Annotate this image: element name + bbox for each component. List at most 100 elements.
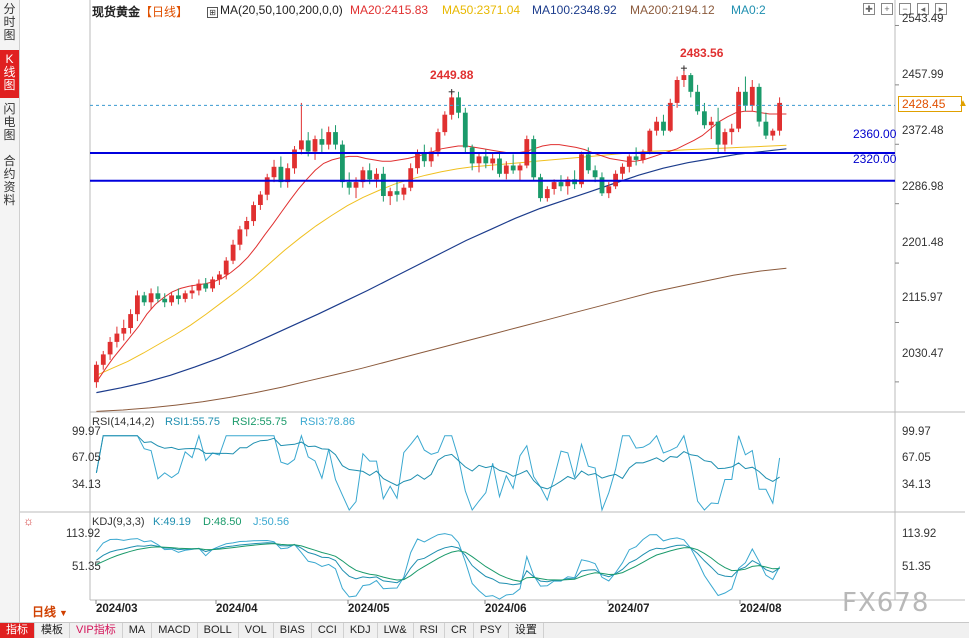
candle-body (695, 91, 700, 112)
tab-kline[interactable]: K线图 (0, 50, 19, 98)
candle-body (531, 139, 537, 178)
candle-body (408, 168, 414, 188)
candle-body (394, 191, 400, 195)
template-tab[interactable]: 模板 (35, 623, 70, 638)
chart-area[interactable]: 现货黄金【日线】 ⊞ MA(20,50,100,200,0,0) MA20:241… (20, 0, 969, 622)
period-label: 【日线】 (140, 5, 189, 19)
candle-body (538, 177, 543, 199)
tab-flash[interactable]: 闪电图 (3, 102, 16, 142)
rsi-tab[interactable]: RSI (414, 623, 445, 638)
candle-body (374, 173, 379, 180)
candle-body (121, 328, 127, 334)
candle-body (688, 75, 694, 92)
x-axis-label: 2024/08 (740, 603, 782, 615)
y-axis-label: 2201.48 (902, 237, 944, 249)
candle-body (237, 229, 243, 245)
price-arrow-icon: ▲ (958, 98, 968, 109)
candle-body (667, 102, 673, 131)
candle-body (278, 166, 284, 183)
zoom-out-icon[interactable]: − (899, 3, 911, 15)
period-selector[interactable]: 日线 ▼ (20, 605, 90, 620)
kdj-k-line (96, 542, 780, 586)
psy-tab[interactable]: PSY (474, 623, 509, 638)
candle-body (763, 121, 769, 136)
candle-body (148, 293, 154, 303)
indicator-tab[interactable]: 指标 (0, 623, 35, 638)
candle-body (258, 194, 263, 205)
move-left-icon[interactable]: ◂ (917, 3, 929, 15)
candle-body (654, 121, 659, 131)
candle-body (203, 283, 209, 289)
candle-body (367, 170, 373, 180)
kdj-d-value: D:48.50 (203, 516, 242, 528)
ma-tab[interactable]: MA (123, 623, 153, 638)
rsi-title: RSI(14,14,2) (92, 416, 155, 428)
kdj-settings-icon[interactable]: ☼ (23, 514, 34, 528)
candle-body (626, 156, 632, 167)
macd-tab[interactable]: MACD (152, 623, 198, 638)
ma100-value: MA100:2348.92 (532, 3, 617, 17)
candle-body (114, 333, 120, 342)
candle-body (606, 186, 612, 194)
candle-body (592, 170, 598, 178)
crosshair-icon[interactable]: ✚ (863, 3, 875, 15)
x-axis-label: 2024/05 (348, 603, 390, 615)
vol-tab[interactable]: VOL (239, 623, 274, 638)
move-right-icon[interactable]: ▸ (935, 3, 947, 15)
candle-body (346, 182, 352, 188)
kdj-k-value: K:49.19 (153, 516, 191, 528)
rsi1-line (95, 435, 780, 490)
kdj-tab[interactable]: KDJ (344, 623, 378, 638)
vip-indicator-tab[interactable]: VIP指标 (70, 623, 123, 638)
candle-body (421, 152, 427, 162)
candle-body (100, 354, 106, 365)
support-level-2320[interactable]: 2320.00 (853, 152, 897, 166)
boll-tab[interactable]: BOLL (198, 623, 239, 638)
candle-body (770, 130, 776, 136)
candle-body (415, 152, 420, 169)
lw-tab[interactable]: LW& (378, 623, 414, 638)
candle-body (442, 114, 448, 133)
candle-body (497, 158, 502, 174)
settings-tab[interactable]: 设置 (509, 623, 544, 638)
cci-tab[interactable]: CCI (312, 623, 344, 638)
kdj-axis-label-left: 113.92 (66, 528, 101, 540)
ma200-value: MA200:2194.12 (630, 3, 715, 17)
candle-body (722, 132, 728, 145)
candle-body (107, 341, 113, 355)
candle-body (503, 165, 509, 174)
current-price-tag: 2428.45 (898, 96, 962, 112)
candle-body (285, 168, 291, 183)
candle-body (196, 283, 202, 291)
candle-body (340, 144, 345, 183)
peak-mid-label: 2449.88 (430, 68, 474, 82)
candle-body (141, 295, 147, 303)
candle-body (155, 293, 161, 299)
x-axis-label: 2024/07 (608, 603, 650, 615)
chevron-down-icon: ▼ (59, 608, 68, 618)
rsi-axis-label-left: 99.97 (72, 426, 101, 438)
rsi-axis-label: 99.97 (902, 426, 931, 438)
candle-body (777, 102, 782, 131)
support-level-2360[interactable]: 2360.00 (853, 127, 897, 141)
chart-canvas[interactable] (20, 0, 969, 622)
candle-body (647, 130, 653, 152)
candle-body (544, 189, 550, 199)
ma20-line (95, 110, 787, 383)
ma0-value: MA0:2 (731, 3, 766, 17)
bias-tab[interactable]: BIAS (274, 623, 312, 638)
candle-body (756, 86, 762, 122)
zoom-in-icon[interactable]: + (881, 3, 893, 15)
cr-tab[interactable]: CR (445, 623, 474, 638)
candle-body (715, 121, 721, 145)
candle-body (292, 149, 297, 169)
candle-body (387, 191, 393, 197)
tab-timeshare[interactable]: 分时图 (3, 2, 16, 42)
rsi2-value: RSI2:55.75 (232, 416, 288, 428)
ma-icon[interactable]: ⊞ (207, 7, 218, 18)
tab-contract-info[interactable]: 合约资料 (3, 154, 16, 207)
y-axis-label: 2457.99 (902, 69, 944, 81)
candle-body (579, 154, 584, 185)
rsi-axis-label-left: 67.05 (72, 452, 101, 464)
indicator-toolbar: 指标 模板 VIP指标 MA MACD BOLL VOL BIAS CCI KD… (0, 622, 969, 638)
